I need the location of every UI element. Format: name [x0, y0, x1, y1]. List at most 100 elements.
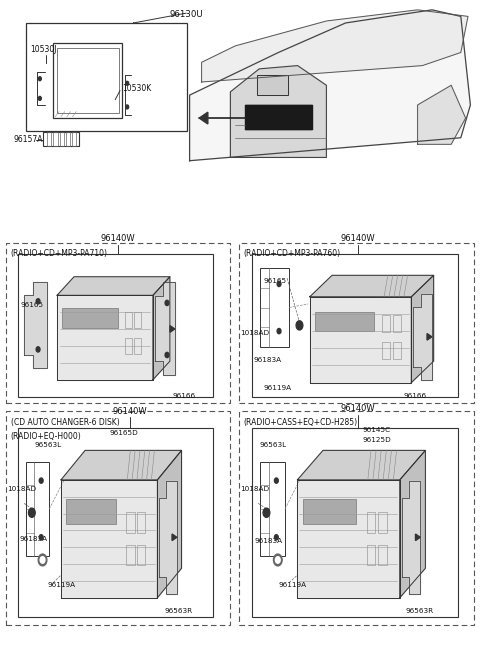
- Polygon shape: [257, 75, 288, 95]
- Polygon shape: [402, 481, 420, 594]
- Text: (CD AUTO CHANGER-6 DISK): (CD AUTO CHANGER-6 DISK): [11, 418, 120, 427]
- Polygon shape: [61, 480, 157, 598]
- Text: 96563R: 96563R: [406, 608, 434, 615]
- Text: 96130U: 96130U: [169, 10, 203, 20]
- Text: 96119A: 96119A: [263, 385, 291, 392]
- Text: 96157A: 96157A: [13, 135, 43, 144]
- Polygon shape: [411, 276, 433, 382]
- Text: 96165: 96165: [20, 302, 43, 308]
- Polygon shape: [172, 534, 177, 541]
- Bar: [57, 48, 119, 113]
- Bar: [6, 243, 230, 403]
- Text: 96165D: 96165D: [109, 430, 138, 436]
- Text: 96183A: 96183A: [19, 536, 48, 543]
- Text: 96119A: 96119A: [48, 582, 76, 588]
- Bar: [60, 132, 64, 146]
- Circle shape: [126, 81, 129, 85]
- Bar: [18, 428, 213, 617]
- Bar: [47, 132, 51, 146]
- Bar: [367, 544, 375, 565]
- Bar: [239, 411, 474, 625]
- Polygon shape: [153, 277, 170, 380]
- Text: 96125D: 96125D: [362, 436, 391, 443]
- Bar: [239, 243, 474, 403]
- Circle shape: [277, 329, 281, 334]
- Text: 96166: 96166: [173, 392, 196, 399]
- Text: 96183A: 96183A: [253, 357, 282, 363]
- Text: 1018AD: 1018AD: [7, 485, 36, 492]
- Text: (RADIO+CD+MP3-PA710): (RADIO+CD+MP3-PA710): [11, 249, 108, 258]
- Circle shape: [277, 281, 281, 287]
- Bar: [382, 315, 390, 332]
- Text: 96183A: 96183A: [254, 538, 283, 544]
- Polygon shape: [310, 276, 433, 297]
- Text: 96119A: 96119A: [278, 582, 307, 588]
- Circle shape: [36, 347, 40, 352]
- Bar: [393, 342, 401, 359]
- Circle shape: [275, 478, 278, 483]
- Bar: [134, 337, 141, 354]
- Circle shape: [296, 321, 303, 330]
- Circle shape: [263, 508, 270, 518]
- Text: 96563L: 96563L: [35, 441, 62, 448]
- Bar: [378, 544, 387, 565]
- Circle shape: [38, 96, 41, 100]
- Polygon shape: [413, 294, 432, 380]
- Circle shape: [28, 508, 35, 518]
- Bar: [260, 268, 289, 347]
- Bar: [125, 337, 132, 354]
- Text: 10530K: 10530K: [122, 84, 152, 93]
- Polygon shape: [170, 325, 175, 332]
- Bar: [137, 512, 145, 533]
- Text: 96140W: 96140W: [100, 234, 135, 243]
- Text: 96140W: 96140W: [112, 407, 147, 416]
- Bar: [393, 315, 401, 332]
- Bar: [66, 499, 117, 524]
- Bar: [252, 254, 458, 397]
- Bar: [260, 462, 285, 556]
- Polygon shape: [310, 297, 411, 382]
- Bar: [66, 132, 70, 146]
- Polygon shape: [202, 10, 468, 82]
- Bar: [26, 462, 49, 556]
- Bar: [137, 544, 145, 565]
- Polygon shape: [230, 66, 326, 157]
- Polygon shape: [156, 283, 175, 375]
- Text: 96140W: 96140W: [340, 404, 375, 413]
- Bar: [378, 512, 387, 533]
- Polygon shape: [24, 283, 48, 368]
- Polygon shape: [298, 480, 400, 598]
- Text: 10530J: 10530J: [30, 45, 57, 54]
- Polygon shape: [157, 451, 181, 598]
- Polygon shape: [245, 105, 312, 129]
- Text: (RADIO+CASS+EQ+CD-H285): (RADIO+CASS+EQ+CD-H285): [244, 418, 358, 427]
- Text: 96563L: 96563L: [259, 441, 287, 448]
- Polygon shape: [400, 451, 425, 598]
- Bar: [43, 132, 79, 146]
- Bar: [125, 312, 132, 328]
- Bar: [382, 342, 390, 359]
- Polygon shape: [418, 85, 466, 144]
- Circle shape: [275, 535, 278, 540]
- Polygon shape: [199, 112, 208, 124]
- Polygon shape: [298, 451, 425, 480]
- Text: 96166: 96166: [403, 392, 426, 399]
- Polygon shape: [159, 481, 177, 594]
- Circle shape: [165, 352, 169, 358]
- Circle shape: [39, 535, 43, 540]
- Text: 96145C: 96145C: [362, 426, 391, 433]
- Bar: [53, 132, 58, 146]
- Circle shape: [39, 478, 43, 483]
- Text: 96563R: 96563R: [164, 608, 192, 615]
- Text: 1018AD: 1018AD: [240, 485, 269, 492]
- Text: 1018AD: 1018AD: [240, 329, 269, 336]
- Text: (RADIO+CD+MP3-PA760): (RADIO+CD+MP3-PA760): [244, 249, 341, 258]
- Bar: [26, 23, 187, 131]
- Bar: [257, 75, 288, 95]
- Bar: [61, 308, 118, 328]
- Bar: [72, 132, 76, 146]
- Polygon shape: [57, 295, 153, 380]
- Text: 96140W: 96140W: [340, 234, 375, 243]
- Bar: [53, 43, 122, 118]
- Bar: [367, 512, 375, 533]
